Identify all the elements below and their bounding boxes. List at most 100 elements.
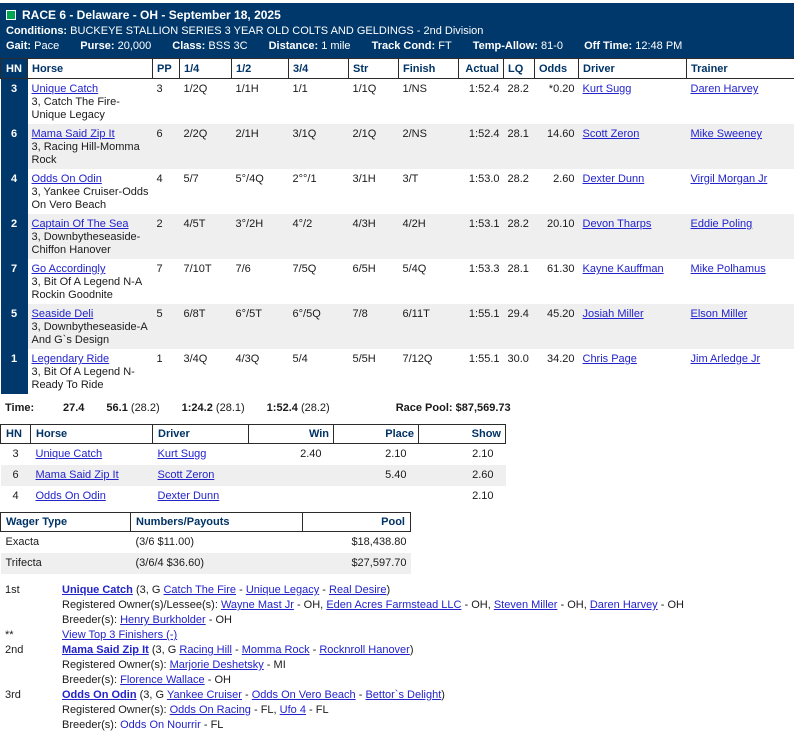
trainer-link[interactable]: Eddie Poling: [691, 218, 753, 230]
driver-link[interactable]: Devon Tharps: [583, 218, 652, 230]
trainer-cell: Mike Sweeney: [687, 124, 794, 169]
trainer-link[interactable]: Elson Miller: [691, 308, 748, 320]
lq-cell: 30.0: [504, 349, 535, 394]
driver-link[interactable]: Kayne Kauffman: [583, 263, 664, 275]
breeder-link[interactable]: Florence Wallace: [120, 674, 205, 686]
owner-link[interactable]: Odds On Racing: [170, 704, 251, 716]
odds-cell: 14.60: [535, 124, 579, 169]
driver-link[interactable]: Dexter Dunn: [583, 173, 645, 185]
owner-link[interactable]: Wayne Mast Jr: [221, 599, 294, 611]
conditions-line: Conditions: BUCKEYE STALLION SERIES 3 YE…: [6, 25, 788, 37]
horse-link[interactable]: Mama Said Zip It: [62, 644, 149, 656]
view-top3-marker: **: [0, 628, 62, 642]
horse-link[interactable]: Odds On Odin: [62, 689, 137, 701]
time-half: 56.1 (28.2): [106, 402, 159, 414]
owner-link[interactable]: Steven Miller: [494, 599, 558, 611]
finisher-owners-row: Registered Owner(s)/Lessee(s): Wayne Mas…: [0, 598, 794, 612]
horse-link[interactable]: Go Accordingly: [32, 263, 106, 275]
sire-link[interactable]: Catch The Fire: [163, 584, 236, 596]
dam-link[interactable]: Unique Legacy: [246, 584, 319, 596]
finish-cell: 6/11T: [399, 304, 459, 349]
conditions-value: BUCKEYE STALLION SERIES 3 YEAR OLD COLTS…: [70, 25, 483, 37]
driver-link[interactable]: Dexter Dunn: [158, 490, 220, 502]
payout-row: 4 Odds On Odin Dexter Dunn 2.10: [1, 486, 506, 507]
horse-link[interactable]: Unique Catch: [62, 584, 133, 596]
actual-cell: 1:52.4: [459, 79, 504, 125]
quarter-cell: 7/10T: [180, 259, 232, 304]
place-label: 3rd: [0, 688, 62, 702]
half-cell: 7/6: [232, 259, 289, 304]
wager-type-cell: Trifecta: [1, 553, 131, 574]
driver-cell: Kayne Kauffman: [579, 259, 687, 304]
sire-link[interactable]: Yankee Cruiser: [167, 689, 242, 701]
place-cell: 5.40: [334, 465, 419, 486]
col-lq: LQ: [504, 59, 535, 79]
actual-cell: 1:53.1: [459, 214, 504, 259]
horse-link[interactable]: Mama Said Zip It: [36, 469, 119, 481]
owner-link[interactable]: Eden Acres Farmstead LLC: [326, 599, 461, 611]
horse-link[interactable]: Mama Said Zip It: [32, 128, 115, 140]
col-driver: Driver: [153, 425, 249, 444]
stretch-cell: 5/5H: [349, 349, 399, 394]
distance-info: Distance: 1 mile: [269, 40, 351, 52]
col-trainer: Trainer: [687, 59, 794, 79]
owner-link[interactable]: Ufo 4: [280, 704, 306, 716]
owner-link[interactable]: Daren Harvey: [590, 599, 658, 611]
pedigree-text: 3, Downbytheseaside-A And G`s Design: [32, 321, 149, 347]
trainer-link[interactable]: Daren Harvey: [691, 83, 759, 95]
pool-cell: $18,438.80: [303, 532, 411, 554]
pedigree-text: 3, Racing Hill-Momma Rock: [32, 141, 149, 167]
trainer-link[interactable]: Mike Polhamus: [691, 263, 766, 275]
horse-link[interactable]: Unique Catch: [32, 83, 99, 95]
driver-link[interactable]: Kurt Sugg: [158, 448, 207, 460]
trainer-link[interactable]: Jim Arledge Jr: [691, 353, 761, 365]
driver-link[interactable]: Chris Page: [583, 353, 637, 365]
driver-link[interactable]: Josiah Miller: [583, 308, 644, 320]
horse-link[interactable]: Odds On Odin: [36, 490, 106, 502]
race-status-icon: [6, 10, 16, 20]
damsire-link[interactable]: Bettor`s Delight: [365, 689, 441, 701]
show-cell: 2.10: [419, 486, 506, 507]
horse-link[interactable]: Legendary Ride: [32, 353, 110, 365]
driver-link[interactable]: Scott Zeron: [583, 128, 640, 140]
payout-table: HN Horse Driver Win Place Show 3 Unique …: [0, 424, 506, 507]
finish-cell: 7/12Q: [399, 349, 459, 394]
finish-cell: 1/NS: [399, 79, 459, 125]
horse-link[interactable]: Unique Catch: [36, 448, 103, 460]
race-title: RACE 6 - Delaware - OH - September 18, 2…: [22, 8, 281, 22]
damsire-link[interactable]: Real Desire: [329, 584, 386, 596]
race-info-line: Gait: Pace Purse: 20,000 Class: BSS 3C D…: [6, 40, 788, 52]
results-header-row: HN Horse PP 1/4 1/2 3/4 Str Finish Actua…: [1, 59, 794, 79]
owner-link[interactable]: Marjorie Deshetsky: [170, 659, 264, 671]
dam-link[interactable]: Momma Rock: [242, 644, 310, 656]
trainer-link[interactable]: Mike Sweeney: [691, 128, 763, 140]
horse-link[interactable]: Seaside Deli: [32, 308, 94, 320]
driver-link[interactable]: Kurt Sugg: [583, 83, 632, 95]
damsire-link[interactable]: Rocknroll Hanover: [319, 644, 409, 656]
odds-cell: 34.20: [535, 349, 579, 394]
col-half: 1/2: [232, 59, 289, 79]
finisher-pedigree: Odds On Odin (3, G Yankee Cruiser - Odds…: [62, 688, 794, 702]
col-win: Win: [249, 425, 334, 444]
quarter-cell: 3/4Q: [180, 349, 232, 394]
actual-cell: 1:53.0: [459, 169, 504, 214]
pp-cell: 7: [153, 259, 180, 304]
horse-link[interactable]: Odds On Odin: [32, 173, 102, 185]
dam-link[interactable]: Odds On Vero Beach: [252, 689, 356, 701]
sire-link[interactable]: Racing Hill: [179, 644, 232, 656]
breeder-link[interactable]: Henry Burkholder: [120, 614, 206, 626]
stretch-cell: 4/3H: [349, 214, 399, 259]
driver-link[interactable]: Scott Zeron: [158, 469, 215, 481]
place-cell: [334, 486, 419, 507]
trainer-link[interactable]: Virgil Morgan Jr: [691, 173, 768, 185]
breeder-link[interactable]: Odds On Nourrir: [120, 719, 201, 731]
pp-cell: 5: [153, 304, 180, 349]
view-top3-link[interactable]: View Top 3 Finishers (-): [62, 629, 177, 641]
horse-link[interactable]: Captain Of The Sea: [32, 218, 129, 230]
col-pool: Pool: [303, 513, 411, 532]
finisher-pedigree: Mama Said Zip It (3, G Racing Hill - Mom…: [62, 643, 794, 657]
